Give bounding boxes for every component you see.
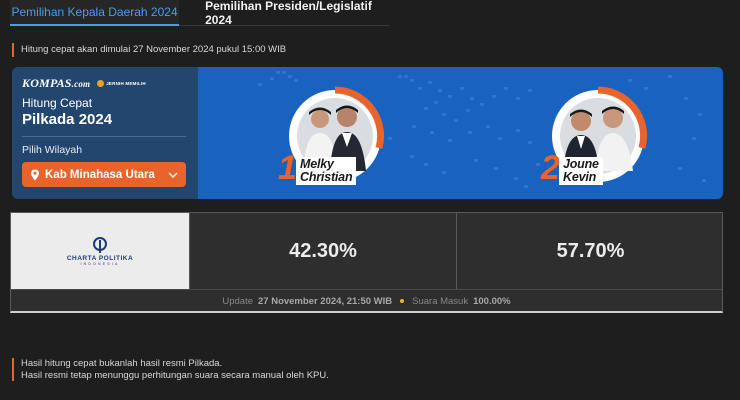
pollster-subname: INDONESIA xyxy=(80,261,120,266)
selected-region: Kab Minahasa Utara xyxy=(45,168,155,181)
candidates-banner: 1 Melky Christian 2 Joune Kevin xyxy=(198,67,723,199)
separator-dot-icon xyxy=(400,299,405,303)
kompas-logo: KOMPAS.com xyxy=(22,75,91,90)
candidate-2-card: 2 Joune Kevin xyxy=(541,81,653,191)
update-label: Update xyxy=(222,295,253,307)
candidate-1-percentage: 42.30% xyxy=(189,213,456,289)
region-panel: KOMPAS.com JERNIH MEMILIH Hitung Cepat P… xyxy=(12,67,198,199)
brand-logos: KOMPAS.com JERNIH MEMILIH xyxy=(22,75,186,91)
candidate-2-number: 2 xyxy=(541,149,560,187)
candidate-2-name: Joune Kevin xyxy=(559,157,603,185)
candidate-2-percentage: 57.70% xyxy=(456,213,724,289)
charta-politika-icon xyxy=(93,236,107,253)
region-select-label: Pilih Wilayah xyxy=(22,144,83,156)
world-map-dots xyxy=(258,71,706,188)
disclaimer: Hasil hitung cepat bukanlah hasil resmi … xyxy=(12,358,329,381)
candidate-1-card: 1 Melky Christian xyxy=(278,81,390,191)
votes-value: 100.00% xyxy=(473,295,511,307)
chevron-down-icon xyxy=(168,172,178,178)
pollster-name: CHARTA POLITIKA xyxy=(66,254,134,262)
update-info: Update 27 November 2024, 21:50 WIB Suara… xyxy=(11,289,722,312)
tab-pilpres-pileg[interactable]: Pemilihan Presiden/Legislatif 2024 xyxy=(205,0,372,27)
disclaimer-line-2: Hasil resmi tetap menunggu perhitungan s… xyxy=(21,369,329,381)
candidate-1-number: 1 xyxy=(278,149,297,187)
tab-pilkada[interactable]: Pemilihan Kepala Daerah 2024 xyxy=(10,0,180,26)
update-time: 27 November 2024, 21:50 WIB xyxy=(258,295,393,307)
panel-title: Pilkada 2024 xyxy=(22,111,113,128)
election-tabs: Pemilihan Kepala Daerah 2024 Pemilihan P… xyxy=(10,0,390,27)
candidate-1-name: Melky Christian xyxy=(296,157,357,185)
divider xyxy=(22,136,186,137)
region-dropdown[interactable]: Kab Minahasa Utara xyxy=(22,162,186,187)
quick-count-results: CHARTA POLITIKA INDONESIA 42.30% 57.70% … xyxy=(10,212,723,313)
quick-count-notice: Hitung cepat akan dimulai 27 November 20… xyxy=(12,43,286,57)
votes-label: Suara Masuk xyxy=(412,295,469,307)
panel-subtitle: Hitung Cepat xyxy=(22,96,93,110)
map-pin-icon xyxy=(31,169,39,180)
pollster-logo: CHARTA POLITIKA INDONESIA xyxy=(11,213,189,289)
jernih-memilih-logo: JERNIH MEMILIH xyxy=(97,79,146,87)
disclaimer-line-1: Hasil hitung cepat bukanlah hasil resmi … xyxy=(21,358,223,369)
